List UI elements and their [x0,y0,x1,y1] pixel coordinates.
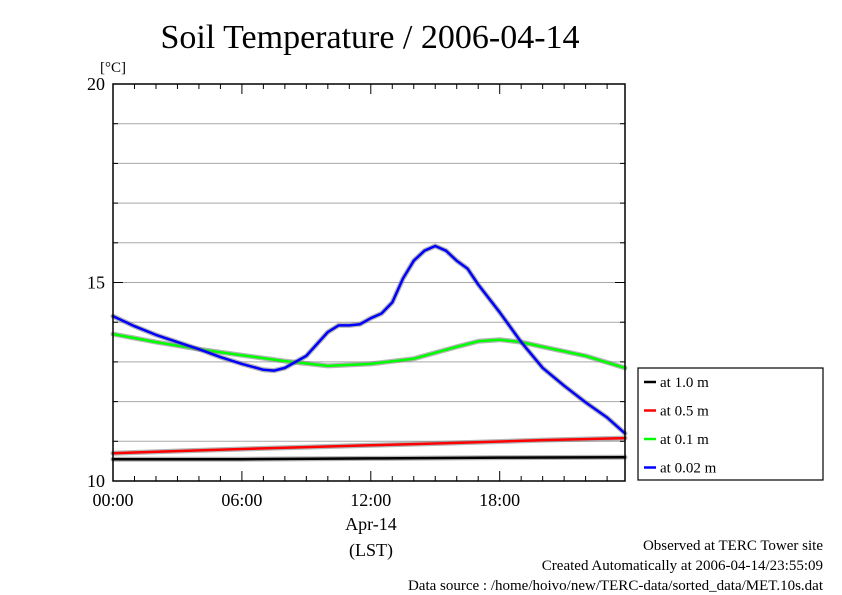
legend-label: at 0.5 m [660,404,709,420]
x-axis-date-label: Apr-14 [345,514,397,534]
footer-created: Created Automatically at 2006-04-14/23:5… [542,558,823,574]
axis-ticks: 00:00 06:00 12:00 18:00 10 15 20 [87,74,625,510]
footer-data-source: Data source : /home/hoivo/new/TERC-data/… [408,578,824,594]
legend-label: at 0.1 m [660,432,709,448]
legend-box [637,367,824,481]
y-tick-label: 10 [87,471,105,491]
y-tick-label: 20 [87,74,105,94]
y-axis-unit-label: [°C] [100,60,126,76]
series-lines [110,243,628,462]
y-tick-label: 15 [87,273,105,293]
legend-label: at 0.02 m [660,461,717,477]
series-line-at-0-5-m [111,436,627,455]
series-line-halo-at-0-02-m [110,243,628,436]
series-line-at-0-1-m [111,332,627,370]
legend: at 1.0 m at 0.5 m at 0.1 m at 0.02 m [637,367,824,481]
legend-entries: at 1.0 m at 0.5 m at 0.1 m at 0.02 m [644,375,717,477]
footer-observed: Observed at TERC Tower site [643,538,823,554]
series-line-at-1-0-m [111,455,627,461]
x-tick-label: 00:00 [92,490,133,510]
x-axis-timezone-label: (LST) [349,540,393,561]
legend-label: at 1.0 m [660,375,709,391]
chart-title: Soil Temperature / 2006-04-14 [160,19,579,56]
series-line-at-0-02-m [111,244,627,435]
grid-lines [113,123,625,442]
x-tick-label: 18:00 [479,490,520,510]
x-tick-label: 06:00 [221,490,262,510]
x-tick-label: 12:00 [350,490,391,510]
